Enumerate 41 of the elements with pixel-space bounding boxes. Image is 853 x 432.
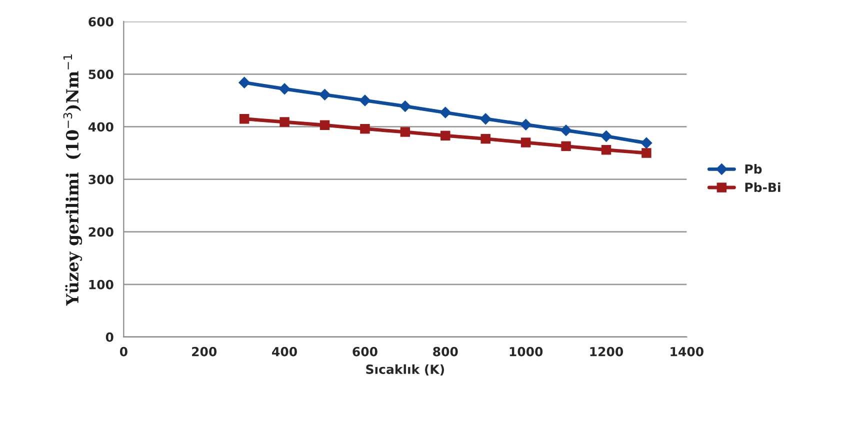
y-tick-label: 400 [88,122,114,132]
point [480,112,492,125]
point [318,88,331,101]
point [520,118,532,131]
x-tick-label: 400 [272,346,297,356]
x-tick-label: 0 [120,346,128,356]
point [239,114,250,124]
point [238,76,250,88]
point [399,100,412,112]
point [642,148,652,158]
x-axis-title: Sıcaklık (K) [366,364,444,376]
y-tick-label: 0 [106,332,114,342]
x-tick-label: 600 [352,346,378,356]
point [400,127,410,137]
y-axis-title: Yüzey gerilimi (10$^{−3}$)Nm$^{−1}$ [63,54,82,306]
legend-label: Pb-Bi [745,182,780,192]
y-tick-label: 100 [89,280,114,290]
x-tick-label: 800 [433,346,458,356]
point [320,120,330,130]
y-tick-label: 600 [88,17,114,27]
legend-label: Pb [745,164,762,174]
point [480,134,490,144]
x-tick-label: 200 [192,346,217,356]
point [601,144,612,155]
point [440,130,450,141]
y-tick-label: 500 [88,70,114,80]
x-tick-label: 1200 [590,346,624,356]
point [600,130,612,142]
x-tick-label: 1000 [510,346,543,356]
point [640,137,652,149]
point [561,141,571,152]
point [360,124,370,134]
y-tick-label: 300 [88,174,114,184]
y-tick-label: 200 [88,227,114,237]
point [359,94,371,106]
x-tick-label: 1400 [670,346,704,356]
point [520,138,531,148]
point [439,106,452,118]
point [278,82,290,95]
point [560,124,572,136]
point [280,117,290,127]
